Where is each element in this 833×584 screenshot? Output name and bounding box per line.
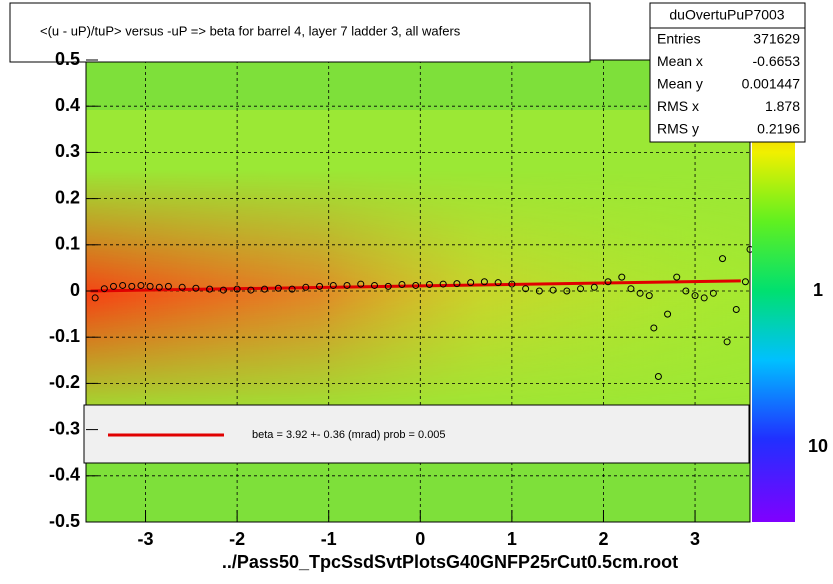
profile-point [192,284,200,292]
colorbar-label: 10 [808,436,828,456]
title-box [9,2,591,63]
y-tick-label: 0 [70,280,80,300]
chart-title: <(u - uP)/tuP> versus -uP => beta for ba… [40,23,461,38]
profile-point [723,338,731,346]
profile-point [219,286,227,294]
profile-point [480,278,488,286]
profile-point [100,285,108,293]
profile-point [233,285,241,293]
profile-point [119,281,127,289]
stats-box [649,2,806,143]
profile-point [412,281,420,289]
x-tick-label: 3 [690,529,700,549]
legend-text: beta = 3.92 +- 0.36 (mrad) prob = 0.005 [252,429,446,441]
y-tick-label: -0.2 [49,372,80,392]
profile-point [691,292,699,300]
profile-point [146,282,154,290]
profile-point [178,283,186,291]
profile-point [91,294,99,302]
profile-point [261,285,269,293]
x-axis-label: ../Pass50_TpcSsdSvtPlotsG40GNFP25rCut0.5… [222,552,678,572]
stats-value: -0.6653 [753,53,801,69]
profile-point [357,280,365,288]
profile-point [654,372,662,380]
heatmap-band [86,170,750,420]
y-tick-label: -0.3 [49,418,80,438]
y-tick-label: 0.2 [55,187,80,207]
profile-point [370,281,378,289]
profile-point [206,285,214,293]
profile-point [650,324,658,332]
stats-title: duOvertuPuP7003 [669,7,784,23]
profile-point [137,281,145,289]
profile-point [467,279,475,287]
stats-label: RMS y [657,121,699,137]
profile-point [155,283,163,291]
profile-point [329,281,337,289]
profile-point [604,278,612,286]
y-tick-label: 0.5 [55,49,80,69]
x-tick-label: -3 [138,529,154,549]
profile-point [274,284,282,292]
profile-point [508,280,516,288]
x-tick-label: -2 [229,529,245,549]
profile-point [741,278,749,286]
profile-point [164,282,172,290]
profile-point [439,280,447,288]
profile-point [535,287,543,295]
profile-point [128,282,136,290]
profile-point [709,289,717,297]
profile-point [247,286,255,294]
profile-point [645,292,653,300]
profile-point [425,281,433,289]
y-tick-label: -0.4 [49,465,80,485]
stats-label: RMS x [657,98,699,114]
stats-value: 1.878 [765,98,800,114]
profile-point [109,282,117,290]
profile-point [288,285,296,293]
y-tick-label: 0.4 [55,95,80,115]
profile-point [682,287,690,295]
stats-label: Mean y [657,76,703,92]
profile-point [398,281,406,289]
x-tick-label: -1 [321,529,337,549]
profile-point [522,285,530,293]
profile-point [664,310,672,318]
profile-point [700,294,708,302]
profile-point [590,283,598,291]
profile-point [453,280,461,288]
stats-label: Mean x [657,53,703,69]
x-tick-label: 2 [598,529,608,549]
y-tick-label: -0.1 [49,326,80,346]
profile-point [549,286,557,294]
profile-point [673,273,681,281]
stats-value: 0.001447 [742,76,801,92]
x-tick-label: 0 [415,529,425,549]
profile-point [719,255,727,263]
profile-point [618,273,626,281]
y-tick-label: 0.1 [55,234,80,254]
profile-point [494,279,502,287]
stats-label: Entries [657,31,701,47]
profile-point [636,289,644,297]
y-tick-label: 0.3 [55,141,80,161]
profile-point [384,282,392,290]
x-tick-label: 1 [507,529,517,549]
profile-point [302,283,310,291]
profile-point [316,282,324,290]
profile-point [732,305,740,313]
stats-value: 371629 [753,31,800,47]
stats-value: 0.2196 [757,121,800,137]
profile-point [563,287,571,295]
profile-point [343,281,351,289]
colorbar-label: 1 [813,280,823,300]
y-tick-label: -0.5 [49,511,80,531]
profile-point [627,285,635,293]
profile-point [577,285,585,293]
